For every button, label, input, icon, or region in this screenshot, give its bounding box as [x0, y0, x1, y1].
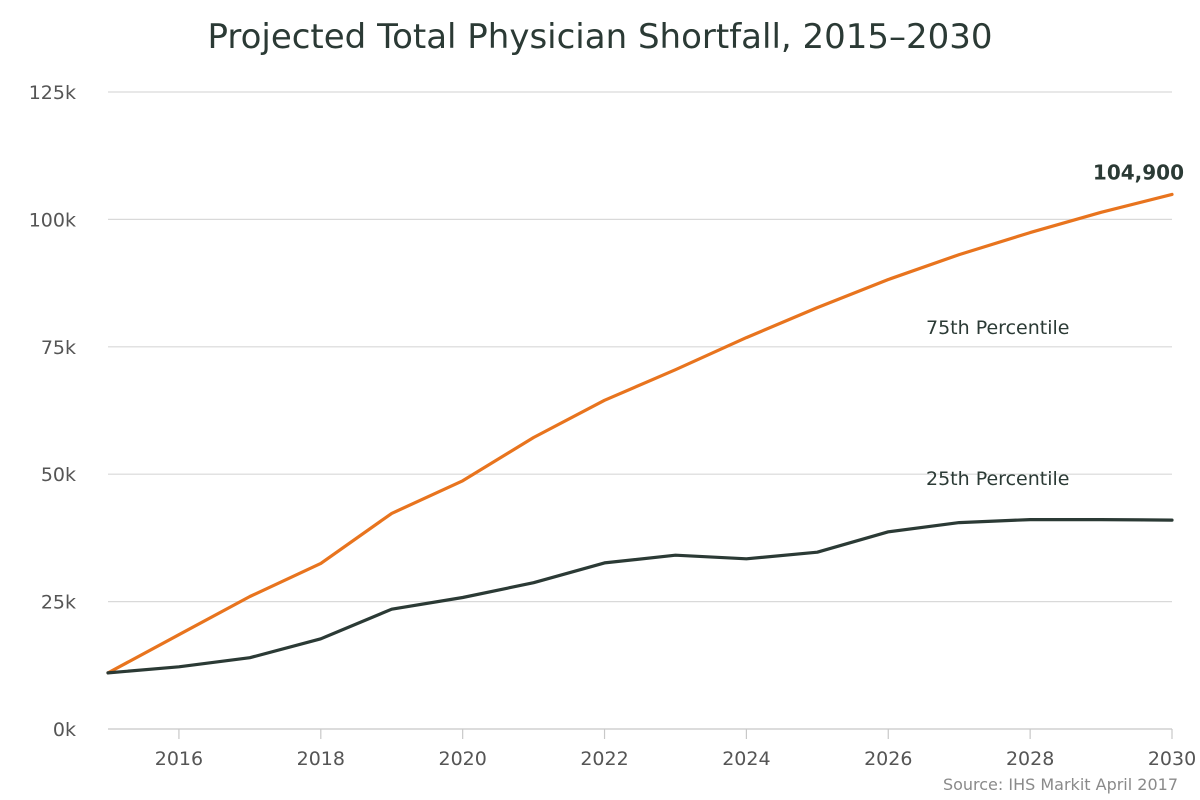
series-line-25th-percentile: [106, 517, 1174, 675]
x-tick-label: 2024: [722, 748, 770, 770]
x-axis-ticks: 2016 2018 2020 2022 2024 2026 2028 2030: [155, 729, 1196, 770]
x-tick-label: 2028: [1006, 748, 1054, 770]
x-tick-label: 2022: [580, 748, 628, 770]
chart-title: Projected Total Physician Shortfall, 201…: [207, 17, 992, 57]
x-tick-label: 2030: [1148, 748, 1196, 770]
source-note: Source: IHS Markit April 2017: [943, 775, 1178, 794]
y-tick-label: 25k: [41, 592, 76, 614]
y-tick-label: 125k: [29, 82, 76, 104]
series-lines: [106, 192, 1174, 675]
gridlines: [108, 91, 1172, 730]
x-tick-label: 2026: [864, 748, 912, 770]
y-tick-label: 0k: [53, 719, 76, 741]
series-labels: 75th Percentile 25th Percentile 104,900: [926, 160, 1184, 490]
series-label-25th: 25th Percentile: [926, 468, 1069, 490]
y-axis-ticks: 0k 25k 50k 75k 100k 125k: [29, 82, 76, 741]
y-tick-label: 75k: [41, 337, 76, 359]
x-tick-label: 2018: [297, 748, 345, 770]
x-tick-label: 2020: [438, 748, 486, 770]
y-tick-label: 50k: [41, 464, 76, 486]
y-tick-label: 100k: [29, 209, 76, 231]
x-tick-label: 2016: [155, 748, 203, 770]
end-value-label: 104,900: [1093, 160, 1184, 184]
series-label-75th: 75th Percentile: [926, 317, 1069, 339]
series-line-75th-percentile: [106, 192, 1174, 675]
